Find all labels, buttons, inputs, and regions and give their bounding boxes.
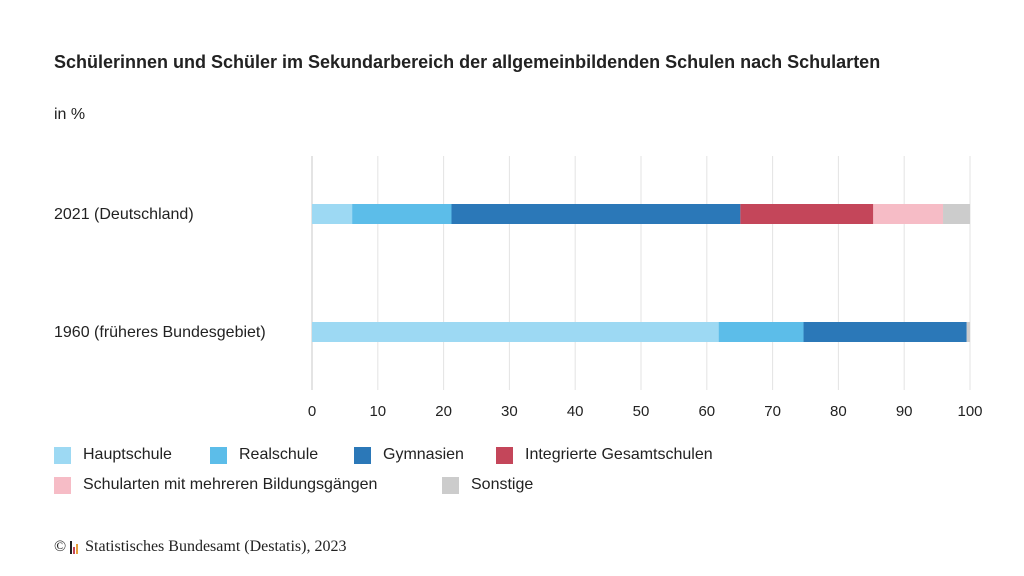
gridlines	[311, 156, 971, 390]
legend-swatch	[354, 446, 371, 464]
chart-title: Schülerinnen und Schüler im Sekundarbere…	[54, 52, 881, 72]
x-tick-label: 70	[764, 403, 781, 420]
legend-row-1: Hauptschule Realschule Gymnasien Integri…	[54, 440, 954, 470]
bar-segment-sonstige[interactable]	[943, 204, 970, 224]
legend-label: Realschule	[239, 446, 319, 463]
x-tick-label: 40	[567, 403, 584, 420]
legend-item-integrierte-gesamtschulen[interactable]: Integrierte Gesamtschulen	[496, 446, 713, 464]
category-label: 1960 (früheres Bundesgebiet)	[54, 324, 266, 341]
bar-segment-hauptschule[interactable]	[312, 204, 353, 224]
bar-segment-hauptschule[interactable]	[312, 322, 719, 342]
legend-item-gymnasien[interactable]: Gymnasien	[354, 446, 496, 464]
bar-segment-gymnasien[interactable]	[451, 204, 741, 224]
legend-swatch	[54, 446, 71, 464]
x-tick-label: 0	[308, 403, 316, 420]
legend-item-sonstige[interactable]: Sonstige	[442, 476, 533, 494]
x-tick-label: 60	[698, 403, 715, 420]
category-labels: 2021 (Deutschland) 1960 (früheres Bundesg…	[54, 206, 266, 341]
stacked-bar-chart: 2021 (Deutschland) 1960 (früheres Bundesg…	[54, 156, 983, 420]
destatis-logo-icon	[70, 540, 79, 554]
x-tick-label: 50	[633, 403, 650, 420]
bars	[312, 204, 970, 342]
source-footer: © Statistisches Bundesamt (Destatis), 20…	[54, 538, 346, 556]
copyright-symbol: ©	[54, 538, 67, 555]
legend-label: Sonstige	[471, 476, 534, 493]
source-text: Statistisches Bundesamt (Destatis), 2023	[85, 538, 347, 555]
legend-swatch	[496, 446, 513, 464]
x-tick-label: 80	[830, 403, 847, 420]
category-label: 2021 (Deutschland)	[54, 206, 194, 223]
legend-item-hauptschule[interactable]: Hauptschule	[54, 446, 210, 464]
bar-segment-realschule[interactable]	[352, 204, 452, 224]
x-tick-label: 100	[957, 403, 982, 420]
legend-label: Integrierte Gesamtschulen	[525, 446, 713, 463]
bar-segment-sonstige[interactable]	[966, 322, 970, 342]
legend-label: Gymnasien	[383, 446, 464, 463]
x-axis-ticks: 0 10 20 30 40 50 60 70 80 90 100	[308, 403, 983, 420]
legend-label: Schularten mit mehreren Bildungsgängen	[83, 476, 378, 493]
legend-swatch	[54, 476, 71, 494]
legend-row-2: Schularten mit mehreren Bildungsgängen S…	[54, 470, 954, 500]
legend-swatch	[210, 446, 227, 464]
legend-item-schularten-mehrere-bildungsgaenge[interactable]: Schularten mit mehreren Bildungsgängen	[54, 476, 442, 494]
x-tick-label: 90	[896, 403, 913, 420]
bar-segment-integrierte-gesamtschulen[interactable]	[740, 204, 874, 224]
legend-swatch	[442, 476, 459, 494]
x-tick-label: 20	[435, 403, 452, 420]
chart-subtitle: in %	[54, 106, 86, 123]
x-tick-label: 10	[369, 403, 386, 420]
legend-item-realschule[interactable]: Realschule	[210, 446, 354, 464]
x-tick-label: 30	[501, 403, 518, 420]
legend: Hauptschule Realschule Gymnasien Integri…	[54, 440, 954, 500]
legend-label: Hauptschule	[83, 446, 172, 463]
bar-segment-schularten-mit-mehreren-bildungsgängen[interactable]	[873, 204, 944, 224]
bar-segment-gymnasien[interactable]	[803, 322, 967, 342]
bar-segment-realschule[interactable]	[718, 322, 804, 342]
